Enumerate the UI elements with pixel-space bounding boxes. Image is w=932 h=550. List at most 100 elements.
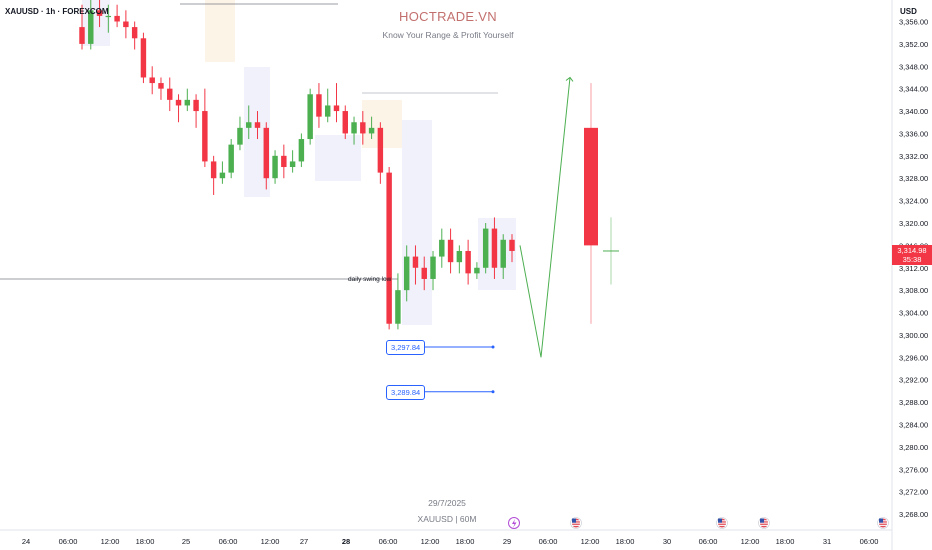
- candle-body: [421, 267, 427, 279]
- candle-body: [202, 111, 208, 162]
- price-tick-label: 3,344.00: [899, 85, 928, 94]
- time-tick-label: 18:00: [776, 537, 795, 546]
- price-tick-label: 3,284.00: [899, 420, 928, 429]
- price-tick-label: 3,324.00: [899, 197, 928, 206]
- watermark-subtitle: Know Your Range & Profit Yourself: [382, 30, 514, 40]
- forecast-candle-body: [584, 127, 598, 246]
- time-tick-label: 12:00: [581, 537, 600, 546]
- candle-body: [316, 94, 322, 117]
- price-tick-label: 3,348.00: [899, 62, 928, 71]
- candle-body: [88, 10, 94, 44]
- footer-date: 29/7/2025: [428, 498, 466, 508]
- time-tick-label: 29: [503, 537, 511, 546]
- us-flag-event-icon[interactable]: [758, 517, 770, 529]
- candle-body: [105, 15, 112, 18]
- zone-1: [82, 0, 110, 46]
- us-flag-event-icon[interactable]: [570, 517, 582, 529]
- candle-body: [193, 99, 199, 112]
- lightning-event-icon[interactable]: [508, 517, 520, 529]
- candle-body: [439, 239, 445, 257]
- time-tick-label: 12:00: [421, 537, 440, 546]
- level-1-dot: [491, 345, 495, 349]
- time-tick-label: 18:00: [616, 537, 635, 546]
- time-tick-label: 30: [663, 537, 671, 546]
- price-tick-label: 3,280.00: [899, 443, 928, 452]
- price-tick-label: 3,276.00: [899, 465, 928, 474]
- time-tick-label: 27: [300, 537, 308, 546]
- footer-timeframe: XAUUSD | 60M: [417, 514, 477, 524]
- projection-line: [519, 77, 571, 358]
- last-price-value: 3,314.98: [897, 246, 927, 255]
- price-tick-label: 3,304.00: [899, 309, 928, 318]
- time-tick-label: 06:00: [860, 537, 879, 546]
- time-tick-label: 06:00: [539, 537, 558, 546]
- candle-body: [491, 228, 498, 268]
- candle-body: [403, 256, 410, 291]
- candle-body: [351, 122, 357, 134]
- time-tick-label: 31: [823, 537, 831, 546]
- candle-body: [175, 99, 182, 106]
- time-tick-label: 28: [342, 537, 350, 546]
- time-tick-label: 18:00: [136, 537, 155, 546]
- candle-body: [219, 172, 226, 179]
- candle-body: [263, 127, 270, 179]
- watermark-title: HOCTRADE.VN: [399, 9, 497, 24]
- candle-body: [167, 88, 173, 100]
- time-tick-label: 18:00: [456, 537, 475, 546]
- price-tick-label: 3,336.00: [899, 129, 928, 138]
- time-tick-label: 25: [182, 537, 190, 546]
- bar-countdown: 35:38: [902, 255, 922, 264]
- time-tick-label: 06:00: [379, 537, 398, 546]
- time-tick-label: 06:00: [219, 537, 238, 546]
- candle-body: [158, 83, 164, 89]
- us-flag-event-icon[interactable]: [877, 517, 889, 529]
- price-tick-label: 3,288.00: [899, 398, 928, 407]
- price-tick-label: 3,352.00: [899, 40, 928, 49]
- zone-2: [205, 0, 235, 62]
- time-tick-label: 24: [22, 537, 30, 546]
- candle-body: [307, 94, 313, 140]
- candle-body: [289, 161, 296, 168]
- price-tick-label: 3,356.00: [899, 18, 928, 27]
- time-tick-label: 12:00: [101, 537, 120, 546]
- candle-body: [184, 99, 191, 106]
- candle-body: [131, 27, 138, 39]
- candle-body: [342, 111, 348, 134]
- candle-body: [210, 161, 217, 179]
- price-tick-label: 3,296.00: [899, 353, 928, 362]
- candle-body: [474, 267, 480, 274]
- candle-body: [368, 127, 375, 134]
- candle-body: [114, 15, 120, 22]
- zone-4: [315, 135, 361, 181]
- level-1-label[interactable]: 3,297.84: [386, 340, 426, 355]
- level-2-label[interactable]: 3,289.84: [386, 385, 426, 400]
- last-price-tag: 3,314.98 35:38: [892, 245, 932, 265]
- candle-body: [386, 172, 392, 324]
- candle-body: [430, 256, 436, 279]
- candle-body: [254, 122, 261, 128]
- candle-body: [395, 290, 401, 324]
- time-tick-label: 06:00: [699, 537, 718, 546]
- candle-body: [412, 256, 419, 268]
- candle-body: [272, 155, 278, 179]
- time-tick-label: 12:00: [741, 537, 760, 546]
- candle-body: [79, 27, 85, 44]
- candle-body: [465, 250, 471, 274]
- us-flag-event-icon[interactable]: [716, 517, 728, 529]
- candle-body: [447, 239, 454, 263]
- candle-body: [500, 239, 506, 268]
- candle-body: [360, 122, 366, 134]
- candle-body: [123, 21, 129, 28]
- price-tick-label: 3,308.00: [899, 286, 928, 295]
- currency-label: USD: [900, 7, 917, 16]
- candle-body: [140, 38, 147, 78]
- candle-body: [246, 122, 252, 128]
- candle-body: [324, 105, 331, 117]
- price-tick-label: 3,268.00: [899, 510, 928, 519]
- symbol-label[interactable]: XAUUSD · 1h · FOREXCOM: [5, 7, 109, 16]
- price-tick-label: 3,328.00: [899, 174, 928, 183]
- price-tick-label: 3,272.00: [899, 488, 928, 497]
- swing-low-label: daily swing low: [348, 276, 392, 283]
